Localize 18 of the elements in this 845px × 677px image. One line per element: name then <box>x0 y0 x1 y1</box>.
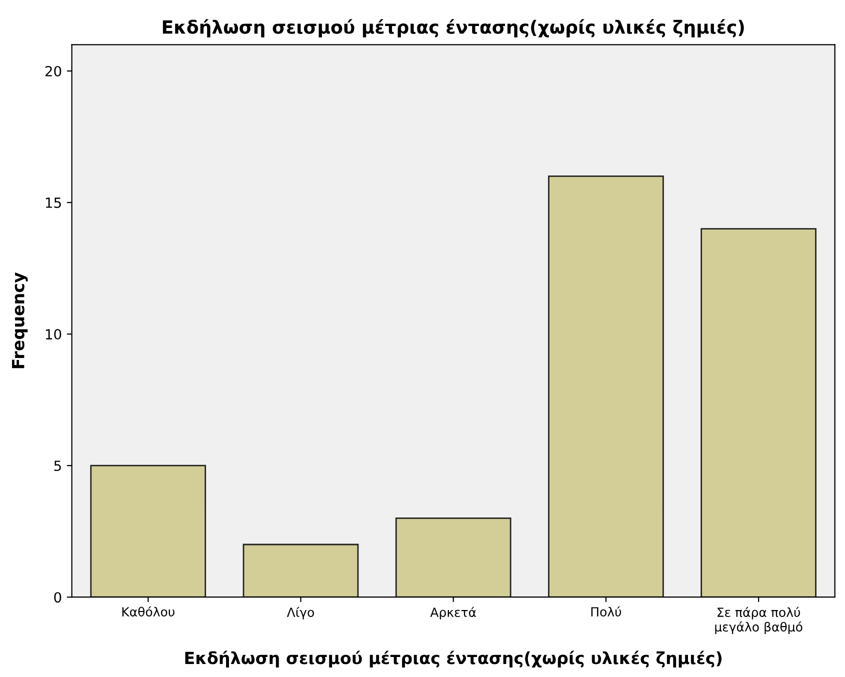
bar <box>548 176 664 598</box>
bar <box>242 544 359 598</box>
bar <box>700 228 816 598</box>
x-axis-title: Εκδήλωση σεισμού μέτριας έντασης(χωρίς υλικές ζημιές) <box>185 650 722 668</box>
x-tick-label: Λίγο <box>286 606 314 620</box>
chart-title: Εκδήλωση σεισμού μέτριας έντασης(χωρίς υλικές ζημιές) <box>162 19 744 38</box>
y-tick-label: 15 <box>46 198 61 208</box>
bar <box>90 464 206 598</box>
y-tick-label: 0 <box>54 592 62 603</box>
y-tick-label: 5 <box>54 460 61 472</box>
bar <box>395 518 512 598</box>
y-tick-label: 20 <box>45 66 62 76</box>
x-tick-label: Καθόλου <box>122 606 174 617</box>
y-tick-label: 10 <box>46 329 62 340</box>
x-tick-label: Πολύ <box>591 606 622 617</box>
x-tick-label: Σε πάρα πολύ μεγάλο βαθμό <box>715 606 802 634</box>
x-tick-label: Αρκετά <box>430 606 476 620</box>
y-axis-title: Frequency <box>12 272 28 368</box>
